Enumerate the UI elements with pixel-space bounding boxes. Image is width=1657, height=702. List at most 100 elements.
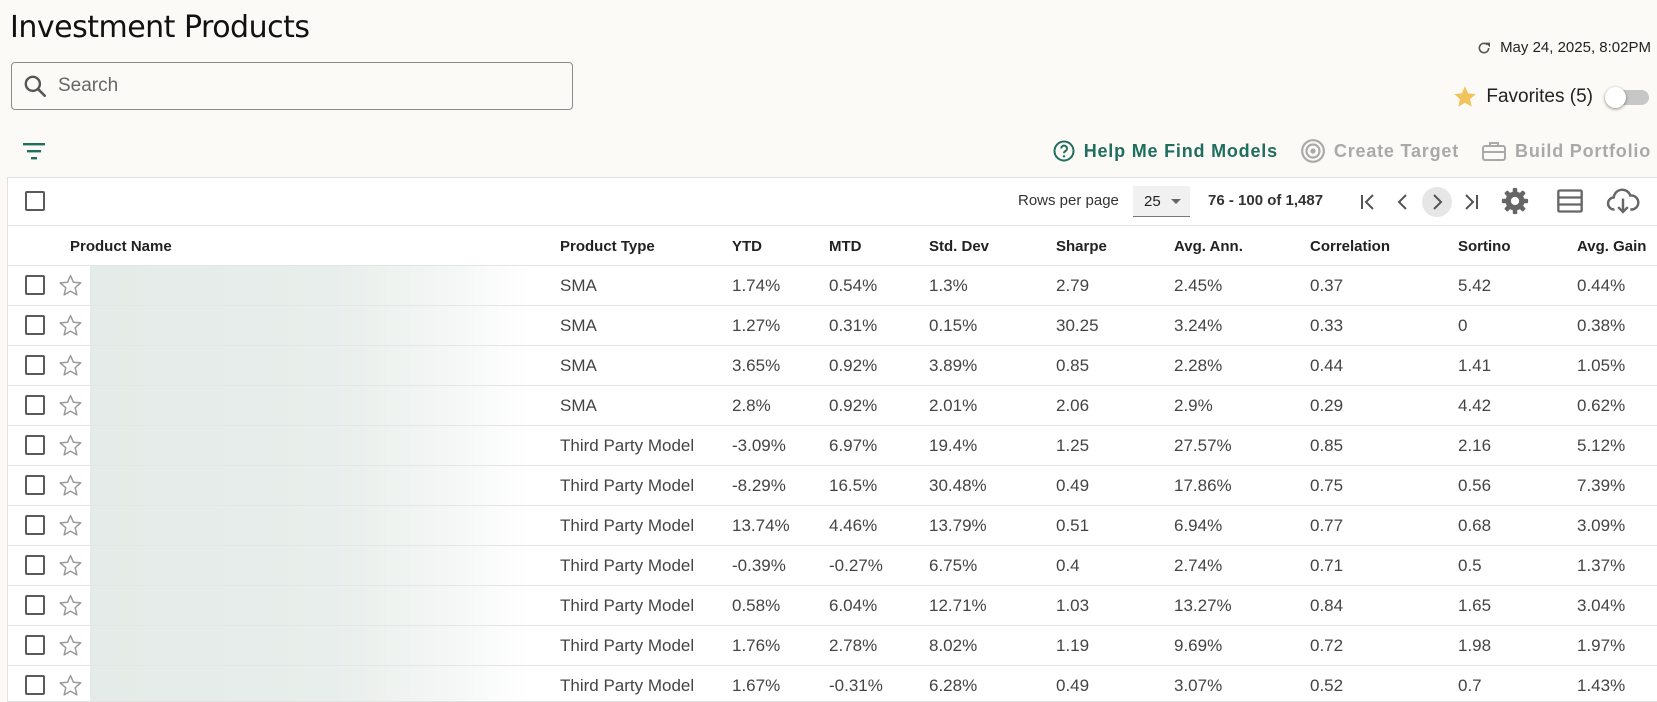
favorites-toggle[interactable] [1605,87,1649,108]
column-header-product-type[interactable]: Product Type [560,238,655,255]
row-checkbox[interactable] [25,275,45,295]
search-input[interactable] [56,74,560,98]
cell-std-dev: 3.89% [929,356,978,375]
table-row[interactable]: Third Party Model 0.58% 6.04% 12.71% 1.03 13.… [8,586,1657,626]
cell-sortino: 1.41 [1458,356,1492,375]
table-row[interactable]: SMA 1.74% 0.54% 1.3% 2.79 2.45% 0.37 5.42 0.44% [8,266,1657,306]
table-row[interactable]: SMA 1.27% 0.31% 0.15% 30.25 3.24% 0.33 0 0.38% [8,306,1657,346]
table-row[interactable]: Third Party Model -8.29% 16.5% 30.48% 0.49 17… [8,466,1657,506]
row-checkbox[interactable] [25,395,45,415]
build-portfolio-label: Build Portfolio [1515,140,1651,161]
product-name-redacted[interactable] [90,346,530,385]
cell-ytd: 1.74% [732,276,781,295]
cell-product-type: Third Party Model [560,636,695,655]
table-row[interactable]: SMA 3.65% 0.92% 3.89% 0.85 2.28% 0.44 1.41 1.05% [8,346,1657,386]
star-outline-icon[interactable] [58,433,83,458]
products-grid: Rows per page 25 76 - 100 of 1,487 Produ… [7,177,1657,702]
next-page-button[interactable] [1422,187,1452,217]
star-outline-icon[interactable] [58,273,83,298]
star-outline-icon[interactable] [58,513,83,538]
star-outline-icon[interactable] [58,313,83,338]
rows-per-page-select[interactable]: 25 [1133,186,1190,217]
product-name-redacted[interactable] [90,626,530,665]
row-checkbox[interactable] [25,595,45,615]
column-header-ytd[interactable]: YTD [732,238,762,255]
first-page-button[interactable] [1353,187,1383,217]
row-checkbox[interactable] [25,555,45,575]
cell-product-type: SMA [560,356,597,375]
row-checkbox[interactable] [25,515,45,535]
product-name-redacted[interactable] [90,466,530,505]
last-page-button[interactable] [1456,187,1486,217]
star-outline-icon[interactable] [58,353,83,378]
table-row[interactable]: Third Party Model 1.67% -0.31% 6.28% 0.49 3.0… [8,666,1657,701]
first-page-icon [1361,194,1374,210]
cell-avg-ann: 2.45% [1174,276,1223,295]
create-target-button[interactable]: Create Target [1300,138,1459,164]
cell-correlation: 0.85 [1310,436,1344,455]
target-icon [1300,139,1325,163]
product-name-redacted[interactable] [90,666,530,701]
product-name-redacted[interactable] [90,266,530,305]
cell-correlation: 0.33 [1310,316,1344,335]
cell-sharpe: 30.25 [1056,316,1099,335]
product-name-redacted[interactable] [90,546,530,585]
rows-per-page-label: Rows per page [1018,192,1119,209]
search-field[interactable] [11,62,573,110]
column-header-sortino[interactable]: Sortino [1458,238,1511,255]
star-outline-icon[interactable] [58,673,83,698]
build-portfolio-button[interactable]: Build Portfolio [1481,139,1651,163]
column-header-correlation[interactable]: Correlation [1310,238,1391,255]
column-header-std-dev[interactable]: Std. Dev [929,238,990,255]
cell-std-dev: 6.28% [929,676,978,695]
star-outline-icon[interactable] [58,393,83,418]
column-header-mtd[interactable]: MTD [829,238,862,255]
columns-icon[interactable] [1556,186,1584,216]
row-checkbox[interactable] [25,635,45,655]
cell-correlation: 0.84 [1310,596,1344,615]
gear-icon[interactable] [1500,186,1530,216]
table-row[interactable]: SMA 2.8% 0.92% 2.01% 2.06 2.9% 0.29 4.42 0.62% [8,386,1657,426]
refresh-icon[interactable] [1476,40,1492,56]
row-checkbox[interactable] [25,315,45,335]
briefcase-icon [1482,142,1507,161]
rows-per-page-value: 25 [1144,192,1161,210]
product-name-redacted[interactable] [90,506,530,545]
timestamp-text: May 24, 2025, 8:02PM [1500,39,1651,56]
row-checkbox[interactable] [25,475,45,495]
cloud-download-icon[interactable] [1606,186,1640,216]
product-name-redacted[interactable] [90,586,530,625]
product-name-redacted[interactable] [90,386,530,425]
cell-ytd: -3.09% [732,436,786,455]
row-checkbox[interactable] [25,355,45,375]
column-header-avg-gain[interactable]: Avg. Gain [1577,238,1647,255]
row-checkbox[interactable] [25,435,45,455]
filter-icon[interactable] [22,141,46,161]
star-outline-icon[interactable] [58,593,83,618]
cell-correlation: 0.37 [1310,276,1344,295]
cell-std-dev: 6.75% [929,556,978,575]
column-header-product-name[interactable]: Product Name [70,238,172,255]
star-outline-icon[interactable] [58,553,83,578]
star-outline-icon[interactable] [58,633,83,658]
cell-correlation: 0.75 [1310,476,1344,495]
product-name-redacted[interactable] [90,426,530,465]
cell-avg-ann: 9.69% [1174,636,1223,655]
table-row[interactable]: Third Party Model -3.09% 6.97% 19.4% 1.25 27.… [8,426,1657,466]
table-row[interactable]: Third Party Model 1.76% 2.78% 8.02% 1.19 9.69… [8,626,1657,666]
search-icon [24,75,47,98]
cell-avg-gain: 0.44% [1577,276,1626,295]
product-name-redacted[interactable] [90,306,530,345]
table-row[interactable]: Third Party Model -0.39% -0.27% 6.75% 0.4 2.7… [8,546,1657,586]
row-checkbox[interactable] [25,675,45,695]
star-outline-icon[interactable] [58,473,83,498]
cell-product-type: SMA [560,316,597,335]
select-all-checkbox[interactable] [25,191,45,211]
table-row[interactable]: Third Party Model 13.74% 4.46% 13.79% 0.51 6.… [8,506,1657,546]
column-header-avg-ann[interactable]: Avg. Ann. [1174,238,1243,255]
previous-page-button[interactable] [1388,187,1418,217]
cell-sortino: 5.42 [1458,276,1492,295]
column-header-sharpe[interactable]: Sharpe [1056,238,1107,255]
cell-avg-gain: 3.09% [1577,516,1626,535]
help-find-models-button[interactable]: Help Me Find Models [1052,139,1278,163]
